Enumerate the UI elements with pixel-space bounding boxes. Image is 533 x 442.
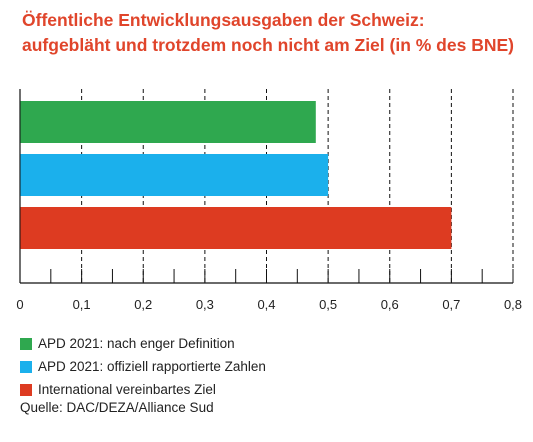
bar-chart: 0 0,1 0,2 0,3 0,4 0,5 0,6 0,7 0,8 xyxy=(16,89,522,312)
x-tick-label: 0,3 xyxy=(196,297,214,312)
legend: APD 2021: nach enger Definition APD 2021… xyxy=(20,332,266,401)
legend-swatch-red xyxy=(20,383,32,396)
legend-item: APD 2021: nach enger Definition xyxy=(20,332,266,355)
x-tick-label: 0,7 xyxy=(442,297,460,312)
x-tick-label: 0,8 xyxy=(504,297,522,312)
legend-swatch-green xyxy=(20,337,32,350)
x-tick-label: 0,2 xyxy=(134,297,152,312)
x-tick-label: 0,6 xyxy=(381,297,399,312)
legend-item: APD 2021: offiziell rapportierte Zahlen xyxy=(20,355,266,378)
chart-title-line-2: aufgebläht und trotzdem noch nicht am Zi… xyxy=(22,35,514,55)
chart-title-line-1: Öffentliche Entwicklungsausgaben der Sch… xyxy=(22,10,425,30)
bar-2 xyxy=(20,154,329,196)
x-tick-label: 0 xyxy=(16,297,23,312)
x-tick-label: 0,5 xyxy=(319,297,337,312)
legend-label: APD 2021: offiziell rapportierte Zahlen xyxy=(38,359,266,374)
x-tick-label: 0,1 xyxy=(73,297,91,312)
legend-label: International vereinbartes Ziel xyxy=(38,382,216,397)
bar-1 xyxy=(20,101,316,143)
x-tick-label: 0,4 xyxy=(257,297,275,312)
source-note: Quelle: DAC/DEZA/Alliance Sud xyxy=(20,400,214,415)
legend-label: APD 2021: nach enger Definition xyxy=(38,336,235,351)
bar-3 xyxy=(20,207,452,249)
chart-title: Öffentliche Entwicklungsausgaben der Sch… xyxy=(22,8,527,58)
legend-swatch-blue xyxy=(20,360,32,373)
legend-item: International vereinbartes Ziel xyxy=(20,378,266,401)
